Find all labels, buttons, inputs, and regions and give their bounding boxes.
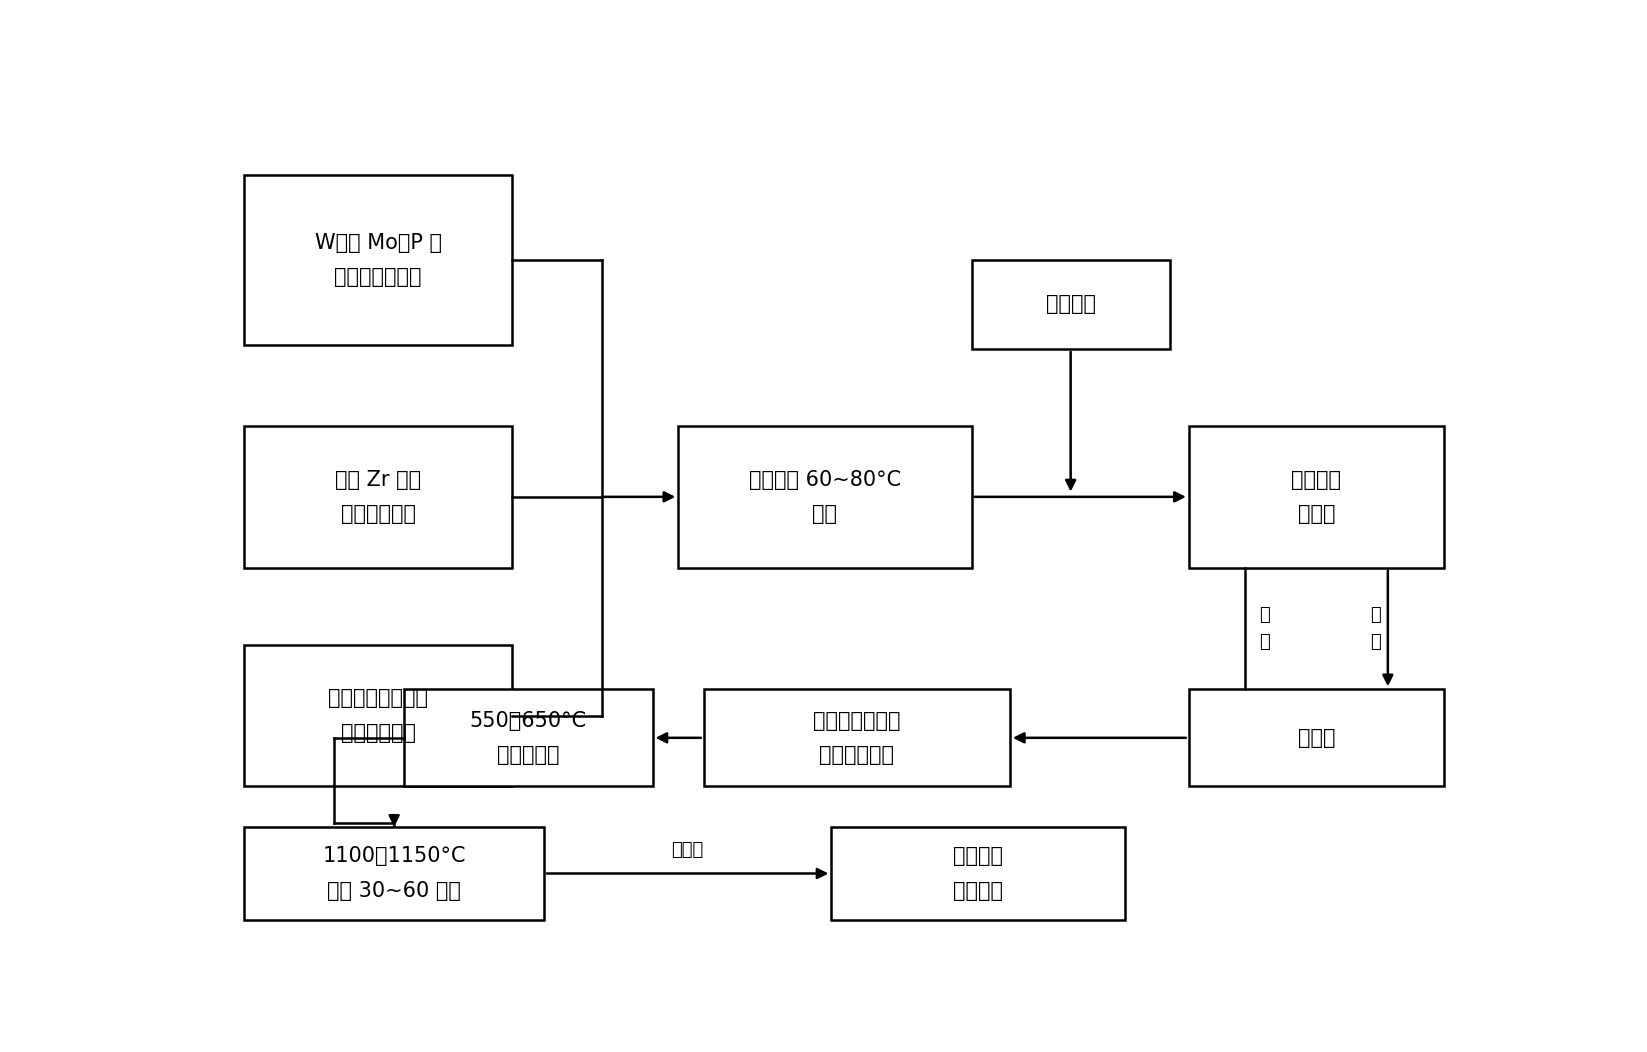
Text: 乙酸溶液: 乙酸溶液 — [1046, 295, 1095, 315]
Text: 四价 Zr 离子
无机盐水溶液: 四价 Zr 离子 无机盐水溶液 — [334, 469, 422, 524]
FancyBboxPatch shape — [1189, 689, 1444, 787]
Text: 在薄石英玻璃基
片上甩胶涂覆: 在薄石英玻璃基 片上甩胶涂覆 — [814, 710, 901, 765]
Text: 550～650°C
快速热处理: 550～650°C 快速热处理 — [469, 710, 586, 765]
Text: 湿凝胶: 湿凝胶 — [1298, 728, 1336, 748]
FancyBboxPatch shape — [1189, 426, 1444, 568]
FancyBboxPatch shape — [404, 689, 652, 787]
Text: 三价掺杂金属离子
无机盐水溶液: 三价掺杂金属离子 无机盐水溶液 — [328, 688, 428, 743]
Text: W、及 Mo、P 等
氨络合物水溶液: W、及 Mo、P 等 氨络合物水溶液 — [315, 232, 441, 287]
FancyBboxPatch shape — [244, 426, 512, 568]
Text: 致密化: 致密化 — [672, 841, 703, 858]
FancyBboxPatch shape — [244, 175, 512, 345]
Text: 脱
水: 脱 水 — [1370, 606, 1380, 651]
FancyBboxPatch shape — [244, 827, 544, 920]
FancyBboxPatch shape — [703, 689, 1010, 787]
Text: 1100～1150°C
保温 30~60 分钟: 1100～1150°C 保温 30~60 分钟 — [323, 846, 466, 901]
FancyBboxPatch shape — [972, 260, 1169, 349]
Text: 致密微晶
陶瓷涂层: 致密微晶 陶瓷涂层 — [954, 846, 1003, 901]
FancyBboxPatch shape — [244, 645, 512, 787]
Text: 均匀胶状
沉淀物: 均匀胶状 沉淀物 — [1291, 469, 1341, 524]
Text: 水浴加热 60~80°C
搅拌: 水浴加热 60~80°C 搅拌 — [749, 469, 901, 524]
FancyBboxPatch shape — [832, 827, 1125, 920]
FancyBboxPatch shape — [679, 426, 972, 568]
Text: 洗
涤: 洗 涤 — [1258, 606, 1270, 651]
